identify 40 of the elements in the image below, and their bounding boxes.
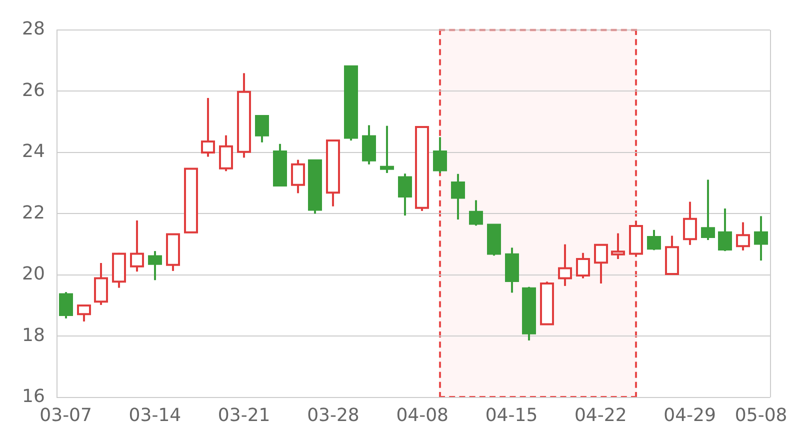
candlestick <box>558 243 572 287</box>
x-tick-label: 03-14 <box>128 404 182 426</box>
x-tick-label: 03-21 <box>218 404 270 426</box>
candlestick <box>255 115 269 144</box>
x-tick-label: 03-07 <box>40 404 92 426</box>
candlestick <box>201 96 215 158</box>
candlestick <box>469 199 483 227</box>
candlestick <box>701 178 715 242</box>
candlestick <box>77 304 91 322</box>
candlestick <box>718 207 732 252</box>
y-tick-label: 26 <box>22 80 45 101</box>
x-tick-label: 04-29 <box>664 404 716 426</box>
candlestick <box>59 291 73 320</box>
y-tick-label: 18 <box>22 324 45 346</box>
x-tick-label: 03-28 <box>307 404 360 426</box>
candlestick <box>380 124 394 174</box>
candlestick <box>451 172 465 221</box>
candlestick <box>647 228 661 252</box>
x-tick-label: 05-08 <box>734 404 788 426</box>
candlestick <box>754 215 768 262</box>
candlestick <box>148 250 162 282</box>
y-tick-label: 20 <box>22 264 45 285</box>
candlestick <box>683 200 697 246</box>
y-tick-label: 16 <box>22 386 45 408</box>
candlestick <box>594 244 608 285</box>
candlestick <box>291 158 305 194</box>
x-tick-label: 04-08 <box>396 404 449 426</box>
candlestick <box>219 134 233 172</box>
candlestick <box>611 232 625 260</box>
x-tick-label: 04-15 <box>485 404 538 426</box>
candlestick <box>576 252 590 280</box>
y-tick-label: 22 <box>22 202 45 224</box>
candlestick <box>398 172 412 217</box>
candlestick <box>433 136 447 174</box>
candlestick <box>94 262 108 306</box>
candlestick <box>736 221 750 252</box>
y-tick-label: 24 <box>22 141 45 162</box>
candlestick <box>130 219 144 273</box>
x-tick-label: 04-22 <box>574 404 627 426</box>
y-tick-label: 28 <box>22 18 45 40</box>
